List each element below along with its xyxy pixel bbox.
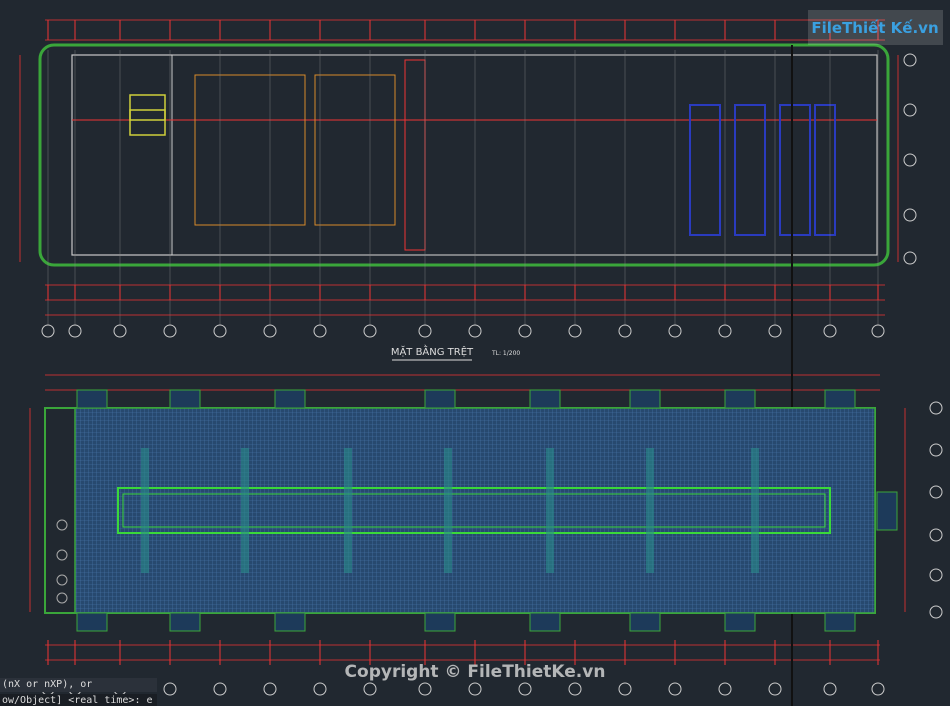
equipment <box>129 94 166 136</box>
grid-bubble <box>871 682 885 696</box>
grid-bubble <box>903 251 917 265</box>
column-strip <box>546 448 554 573</box>
grid-bubble <box>823 682 837 696</box>
roof-panels <box>74 407 876 614</box>
grid-bubble <box>618 682 632 696</box>
grid-bubble <box>518 324 532 338</box>
grid-bubble <box>871 324 885 338</box>
vent <box>629 389 661 409</box>
vent <box>274 389 306 409</box>
column-strip <box>444 448 452 573</box>
grid-bubble <box>313 682 327 696</box>
vent <box>76 389 108 409</box>
grid-bubble <box>163 682 177 696</box>
grid-bubble <box>903 208 917 222</box>
grid-bubble <box>68 324 82 338</box>
column-strip <box>646 448 654 573</box>
office-block <box>71 54 173 256</box>
grid-bubble <box>41 324 55 338</box>
plan-scale: TL: 1/200 <box>491 350 520 357</box>
vent <box>274 612 306 632</box>
dimension-lines <box>19 19 906 706</box>
vent <box>169 389 201 409</box>
grid-bubble <box>929 568 943 582</box>
logo: FileThiết Kế.vn <box>811 18 938 37</box>
grid-bubble <box>213 682 227 696</box>
grid-bubble <box>929 485 943 499</box>
grid-bubble <box>263 682 277 696</box>
grid-bubble <box>213 324 227 338</box>
grid-bubble <box>903 153 917 167</box>
road-edge <box>38 43 890 267</box>
grid-bubble <box>468 324 482 338</box>
grid-bubble <box>418 324 432 338</box>
grid-bubble <box>618 324 632 338</box>
plan-title: MẶT BẰNG TRỆT <box>391 344 474 358</box>
grid-bubble <box>263 324 277 338</box>
vent <box>424 612 456 632</box>
fire-wall <box>404 59 426 251</box>
roof-plan <box>44 407 898 614</box>
grid-bubble <box>468 682 482 696</box>
building-outline <box>71 54 878 256</box>
grid-bubble <box>313 324 327 338</box>
fans <box>56 519 68 604</box>
skylight-inner <box>122 493 826 528</box>
grid-bubble <box>668 324 682 338</box>
column-strip <box>751 448 759 573</box>
racks <box>689 104 836 236</box>
grid-bubble <box>668 682 682 696</box>
ground-floor-plan <box>38 43 890 267</box>
grid-bubble <box>418 682 432 696</box>
grid-bubble <box>718 682 732 696</box>
grid-bubble <box>823 324 837 338</box>
column-strip <box>141 448 149 573</box>
column-strip <box>344 448 352 573</box>
copyright-watermark: Copyright © FileThietKe.vn <box>345 662 606 682</box>
logo-box <box>808 10 943 45</box>
grid-bubble <box>113 324 127 338</box>
vent <box>529 389 561 409</box>
skylight <box>117 487 831 534</box>
vent <box>424 389 456 409</box>
grid-bubble <box>903 53 917 67</box>
column-strip <box>241 448 249 573</box>
command-line-input[interactable]: ow/Object] <real time>: e <box>0 694 157 706</box>
command-line-history: (nX or nXP), or <box>0 678 157 692</box>
grid-bubble <box>768 682 782 696</box>
grid-bubble <box>363 682 377 696</box>
grid-bubble <box>768 324 782 338</box>
roof-vents <box>76 389 856 632</box>
grid-bubble <box>363 324 377 338</box>
grid-bubble <box>929 443 943 457</box>
vent <box>76 612 108 632</box>
grid-bubble <box>929 528 943 542</box>
grid-bubble <box>903 103 917 117</box>
grid-bubbles <box>41 53 943 696</box>
vent <box>724 612 756 632</box>
grid-bubble <box>163 324 177 338</box>
vent <box>529 612 561 632</box>
vent <box>169 612 201 632</box>
grid-bubble <box>568 682 582 696</box>
vent <box>824 612 856 632</box>
grid-bubble <box>929 401 943 415</box>
vent <box>629 612 661 632</box>
vent <box>824 389 856 409</box>
parking-marks <box>194 74 396 226</box>
grid-bubble <box>518 682 532 696</box>
grid-bubble <box>568 324 582 338</box>
grid-bubble <box>929 605 943 619</box>
grid-bubble <box>718 324 732 338</box>
end-box <box>876 491 898 531</box>
vent <box>724 389 756 409</box>
